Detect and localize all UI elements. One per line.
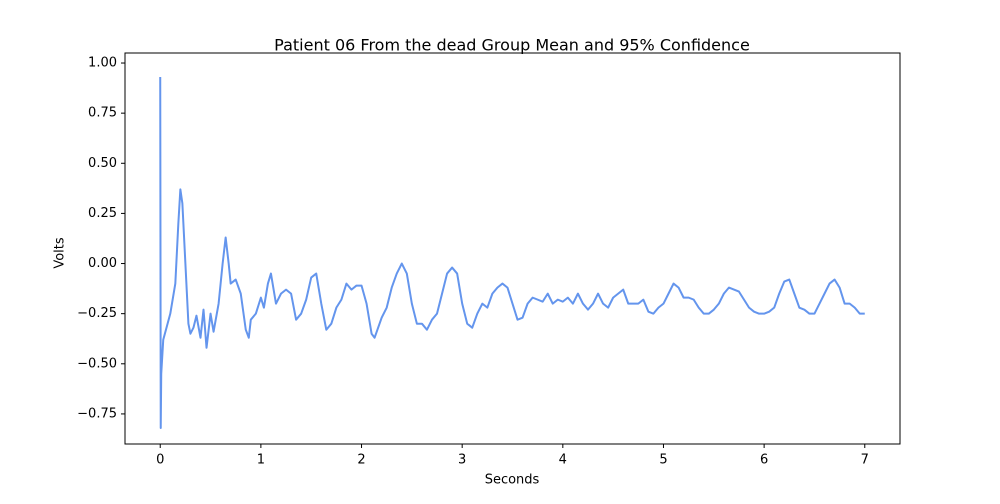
data-line: [159, 77, 865, 429]
y-tick-label: 0.50: [88, 156, 117, 171]
plot-frame: [124, 52, 901, 445]
y-tick-label: −0.50: [77, 356, 117, 371]
x-tick-label: 7: [861, 453, 869, 468]
y-tick-label: 0.25: [88, 206, 117, 221]
x-tick-label: 5: [659, 453, 667, 468]
x-tick-label: 1: [257, 453, 265, 468]
y-tick-label: −0.25: [77, 306, 117, 321]
y-tick-label: 1.00: [88, 56, 117, 71]
x-axis-label: Seconds: [485, 473, 540, 488]
x-tick-label: 3: [458, 453, 466, 468]
y-tick-label: 0.00: [88, 256, 117, 271]
chart-title: Patient 06 From the dead Group Mean and …: [274, 36, 750, 55]
y-tick-label: 0.75: [88, 106, 117, 121]
y-axis-label: Volts: [53, 237, 68, 269]
x-tick-label: 4: [559, 453, 567, 468]
x-tick-label: 0: [156, 453, 164, 468]
y-tick-label: −0.75: [77, 406, 117, 421]
x-tick-label: 6: [760, 453, 768, 468]
x-tick-label: 2: [357, 453, 365, 468]
